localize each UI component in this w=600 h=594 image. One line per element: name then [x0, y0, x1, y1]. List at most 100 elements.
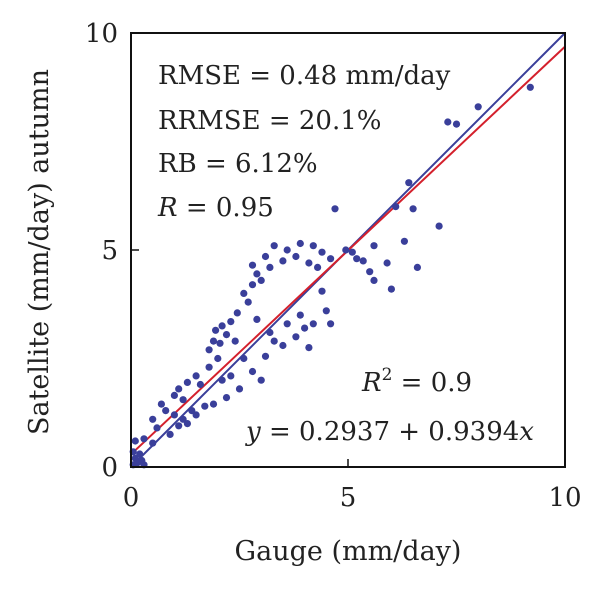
r2-exponent: 2: [382, 365, 393, 385]
data-point: [257, 276, 265, 284]
data-point: [218, 322, 226, 330]
r2-value: = 0.9: [392, 368, 472, 398]
data-point: [157, 400, 165, 408]
x-tick-label: 5: [340, 483, 357, 513]
data-point: [188, 407, 196, 415]
data-point: [261, 352, 270, 360]
data-point: [279, 257, 287, 265]
data-point: [383, 259, 391, 267]
data-point: [266, 263, 274, 271]
data-point: [222, 394, 231, 402]
data-point: [240, 289, 248, 297]
data-point: [405, 179, 413, 187]
data-point: [205, 363, 213, 371]
data-point: [175, 385, 183, 393]
data-point: [327, 255, 335, 263]
data-point: [370, 276, 378, 284]
regression-equation: y = 0.2937 + 0.9394x: [245, 417, 534, 447]
data-point: [218, 376, 226, 384]
data-point: [292, 252, 300, 261]
data-point: [205, 346, 213, 354]
data-point: [270, 337, 278, 345]
data-point: [409, 205, 417, 213]
data-point: [474, 103, 482, 111]
data-point: [270, 242, 278, 250]
data-point: [170, 411, 178, 419]
data-point: [387, 285, 395, 293]
equation-x: x: [519, 417, 534, 447]
data-point: [183, 420, 191, 428]
data-point: [296, 311, 304, 319]
data-point: [370, 242, 378, 250]
data-point: [149, 439, 157, 447]
data-point: [212, 326, 220, 334]
data-point: [296, 239, 304, 248]
data-point: [327, 320, 335, 328]
data-point: [209, 337, 218, 345]
r2-symbol: R: [361, 368, 382, 398]
data-point: [435, 222, 443, 230]
data-point: [175, 422, 183, 430]
data-point: [233, 309, 241, 317]
data-point: [331, 205, 339, 213]
data-point: [222, 331, 231, 339]
data-point: [305, 344, 313, 352]
data-point: [452, 120, 461, 128]
data-point: [183, 378, 191, 386]
data-point: [209, 400, 218, 408]
data-point: [131, 437, 139, 445]
data-point: [526, 83, 534, 91]
data-point: [136, 450, 144, 458]
data-point: [140, 435, 148, 443]
data-point: [257, 376, 265, 384]
y-tick-label: 5: [101, 236, 118, 266]
y-axis: 0 5 10 Satellite (mm/day) autumn: [24, 19, 139, 483]
stats-annotations: RMSE = 0.48 mm/day RRMSE = 20.1% RB = 6.…: [157, 61, 534, 447]
data-point: [196, 380, 204, 389]
data-point: [261, 252, 270, 261]
data-point: [400, 237, 408, 245]
data-point: [314, 263, 322, 271]
data-point: [244, 298, 252, 306]
data-point: [283, 246, 291, 254]
data-point: [153, 424, 161, 432]
data-point: [192, 372, 200, 380]
data-point: [292, 333, 300, 341]
data-point: [214, 354, 222, 363]
data-point: [444, 118, 452, 126]
data-point: [309, 320, 317, 328]
y-axis-label: Satellite (mm/day) autumn: [24, 69, 55, 435]
data-point: [231, 337, 239, 345]
data-point: [348, 248, 356, 256]
data-point: [279, 341, 287, 350]
equation-y: y: [245, 417, 261, 447]
data-point: [216, 339, 224, 347]
x-axis: 0 5 10 Gauge (mm/day): [123, 459, 582, 567]
r-annotation: R = 0.95: [157, 193, 274, 223]
x-tick-label: 10: [548, 483, 581, 513]
equation-body: = 0.2937 + 0.9394: [261, 417, 520, 447]
data-point: [301, 324, 309, 332]
data-point: [149, 415, 157, 423]
data-point: [318, 287, 326, 295]
data-point: [253, 270, 261, 278]
data-point: [227, 318, 235, 326]
data-points: [129, 83, 534, 469]
data-point: [248, 367, 257, 376]
data-point: [248, 281, 257, 289]
data-point: [170, 391, 178, 399]
data-point: [366, 268, 374, 276]
data-point: [162, 407, 170, 415]
data-point: [201, 402, 209, 410]
x-tick-label: 0: [123, 483, 140, 513]
data-point: [309, 242, 317, 250]
data-point: [359, 257, 367, 265]
x-axis-label: Gauge (mm/day): [235, 536, 462, 567]
data-point: [166, 430, 174, 438]
data-point: [240, 354, 248, 363]
data-point: [248, 261, 257, 269]
data-point: [353, 255, 361, 263]
rb-annotation: RB = 6.12%: [158, 149, 318, 179]
data-point: [392, 203, 400, 211]
rrmse-annotation: RRMSE = 20.1%: [158, 106, 381, 136]
